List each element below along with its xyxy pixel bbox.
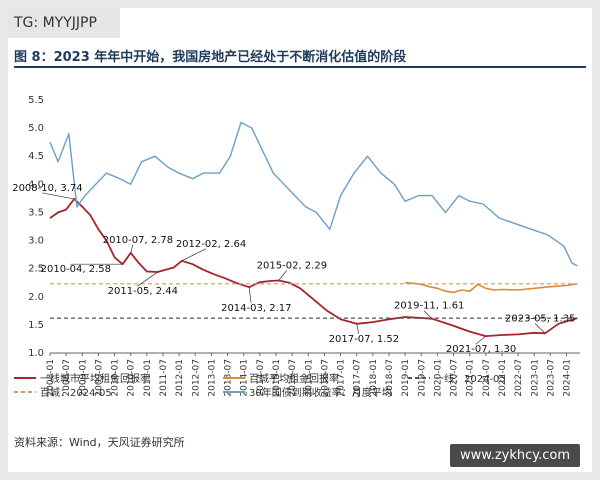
annotation-label: 2010-07, 2.78 <box>103 235 173 246</box>
x-tick-label: 2023-07 <box>546 359 556 397</box>
annotation-label: 2010-04, 2.58 <box>41 264 111 275</box>
x-tick-label: 2023-01 <box>530 359 540 397</box>
title-rule <box>14 66 586 68</box>
annotation-leader <box>181 248 206 262</box>
y-tick-label: 5.5 <box>28 95 44 106</box>
source-note: 资料来源：Wind，天风证券研究所 <box>14 436 185 449</box>
x-tick-label: 2013-01 <box>207 359 217 397</box>
annotation-leader <box>137 271 158 287</box>
y-tick-label: 4.0 <box>28 179 44 190</box>
annotation-leader <box>248 287 252 304</box>
legend-label: 百城平均租金回报率 <box>249 372 339 385</box>
annotation-label: 2011-05, 2.44 <box>108 286 178 297</box>
x-tick-label: 2012-07 <box>191 359 201 397</box>
x-tick-label: 2008-01 <box>46 359 56 397</box>
series-city100-rent-yield <box>405 281 578 294</box>
annotation-leader <box>534 323 546 334</box>
annotation-label: 2021-07, 1.30 <box>446 344 516 355</box>
annotation-label: 2015-02, 2.29 <box>257 260 327 271</box>
annotation-label: 2017-07, 1.52 <box>329 334 399 345</box>
annotation-label: 2019-11, 1.61 <box>394 301 464 312</box>
figure-card: TG: MYYJJPP 图 8：2023 年年中开始，我国房地产已经处于不断消化… <box>8 8 592 472</box>
annotation-leader <box>130 244 134 254</box>
series-tier1-rent-yield <box>49 198 578 337</box>
y-tick-label: 1.0 <box>28 348 44 359</box>
x-tick-label: 2022-07 <box>514 359 524 397</box>
annotation-leader <box>42 192 75 200</box>
x-tick-label: 2024-01 <box>563 359 573 397</box>
x-tick-label: 2017-01 <box>337 359 347 397</box>
x-tick-label: 2015-07 <box>288 359 298 397</box>
x-tick-label: 2021-01 <box>466 359 476 397</box>
x-tick-label: 2020-01 <box>433 359 443 397</box>
x-tick-label: 2011-07 <box>159 359 169 397</box>
annotation-label: 2014-03, 2.17 <box>221 303 291 314</box>
series-bond30-yield <box>49 121 578 267</box>
annotation-label: 2012-02, 2.64 <box>176 239 246 250</box>
y-tick-label: 2.5 <box>28 264 44 275</box>
legend-label: 30年国债到期收益率：月度平均 <box>249 386 392 399</box>
x-tick-label: 2010-01 <box>111 359 121 397</box>
annotation-leader <box>278 270 287 281</box>
legend-label: 百城：2024-05 <box>40 387 112 399</box>
line-chart: 1.0 1.5 2.0 2.5 3.0 3.5 4.0 4.5 5.0 5.5 2008-01 200… <box>12 95 580 399</box>
x-tick-label: 2021-07 <box>482 359 492 397</box>
x-tick-label: 2016-01 <box>304 359 314 397</box>
x-tick-label: 2017-07 <box>353 359 363 397</box>
annotation-leader <box>423 310 433 319</box>
y-tick-label: 3.5 <box>28 207 44 218</box>
x-tick-label: 2010-07 <box>127 359 137 397</box>
x-tick-label: 2009-07 <box>94 359 104 397</box>
x-tick-label: 2009-01 <box>78 359 88 397</box>
x-tick-label: 2011-01 <box>143 359 153 397</box>
y-tick-label: 4.5 <box>28 151 44 162</box>
y-tick-label: 1.5 <box>28 320 44 331</box>
annotation-leader <box>475 335 487 345</box>
x-tick-label: 2018-07 <box>385 359 395 397</box>
tg-badge: TG: MYYJJPP <box>8 8 120 38</box>
y-tick-label: 3.0 <box>28 236 44 247</box>
x-tick-label: 2008-07 <box>62 359 72 397</box>
x-tick-label: 2018-01 <box>369 359 379 397</box>
x-tick-label: 2015-01 <box>272 359 282 397</box>
legend-label: 一线：2024-05 <box>434 372 506 385</box>
annotation-leader <box>356 323 360 334</box>
annotation-label: 2008-10, 3.74 <box>12 183 82 194</box>
x-tick-label: 2022-01 <box>498 359 508 397</box>
x-tick-label: 2016-07 <box>320 359 330 397</box>
x-tick-label: 2019-01 <box>401 359 411 397</box>
y-tick-label: 2.0 <box>28 292 44 303</box>
legend-label: 一线城市平均租金回报率 <box>40 372 150 385</box>
x-tick-label: 2014-07 <box>256 359 266 397</box>
watermark: www.zykhcy.com <box>449 444 580 467</box>
x-tick-label: 2020-07 <box>450 359 460 397</box>
x-tick-label: 2012-01 <box>175 359 185 397</box>
y-tick-label: 5.0 <box>28 123 44 134</box>
annotation-label: 2023-05, 1.35 <box>505 313 575 324</box>
figure-title: 图 8：2023 年年中开始，我国房地产已经处于不断消化估值的阶段 <box>14 50 407 65</box>
